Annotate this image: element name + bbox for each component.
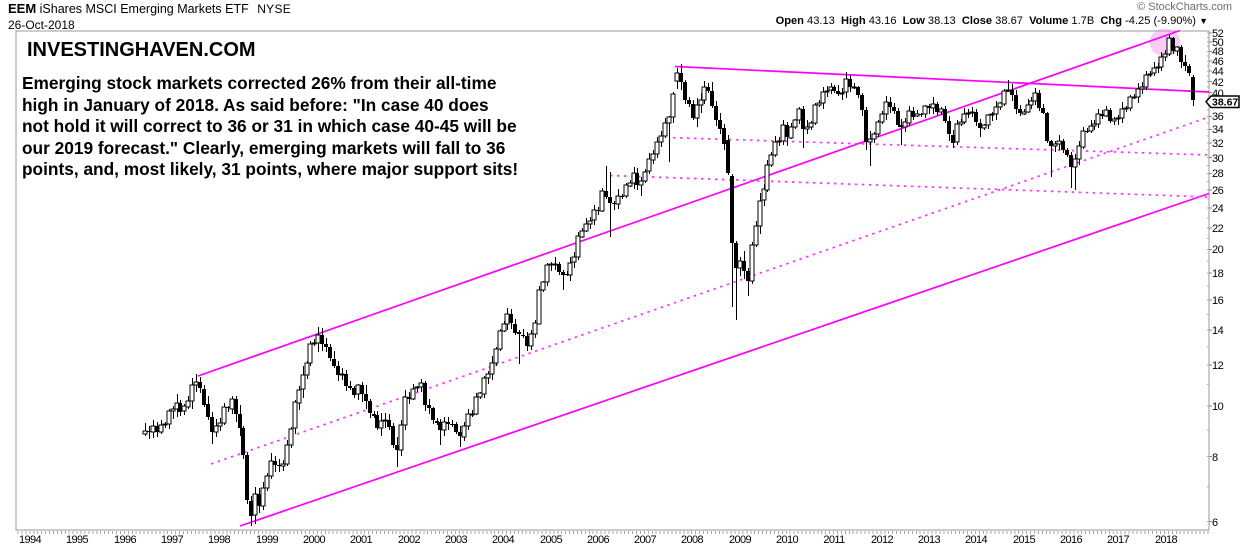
svg-text:2003: 2003 (445, 534, 468, 546)
svg-text:34: 34 (1212, 124, 1224, 136)
svg-text:20: 20 (1212, 244, 1224, 256)
svg-text:1997: 1997 (161, 534, 184, 546)
svg-text:16: 16 (1212, 295, 1224, 307)
svg-text:2017: 2017 (1107, 534, 1130, 546)
svg-text:24: 24 (1212, 203, 1224, 215)
svg-text:44: 44 (1212, 66, 1224, 78)
svg-text:2006: 2006 (587, 534, 610, 546)
svg-text:14: 14 (1212, 325, 1224, 337)
svg-text:10: 10 (1212, 401, 1224, 413)
svg-text:12: 12 (1212, 360, 1224, 372)
svg-text:2012: 2012 (871, 534, 894, 546)
svg-text:28: 28 (1212, 168, 1224, 180)
svg-text:36: 36 (1212, 111, 1224, 123)
svg-text:1996: 1996 (114, 534, 137, 546)
svg-text:22: 22 (1212, 223, 1224, 235)
svg-text:2009: 2009 (729, 534, 752, 546)
svg-text:32: 32 (1212, 138, 1224, 150)
svg-text:2011: 2011 (823, 534, 845, 546)
svg-text:1995: 1995 (66, 534, 89, 546)
svg-text:1994: 1994 (19, 534, 42, 546)
svg-text:2008: 2008 (681, 534, 704, 546)
svg-text:26: 26 (1212, 185, 1224, 197)
svg-text:2013: 2013 (918, 534, 941, 546)
svg-text:2007: 2007 (634, 534, 657, 546)
svg-text:2005: 2005 (540, 534, 563, 546)
svg-text:2015: 2015 (1013, 534, 1036, 546)
svg-text:18: 18 (1212, 268, 1224, 280)
svg-text:2000: 2000 (303, 534, 326, 546)
svg-text:2018: 2018 (1155, 534, 1178, 546)
svg-text:2010: 2010 (776, 534, 799, 546)
svg-text:1999: 1999 (256, 534, 279, 546)
svg-text:2002: 2002 (398, 534, 421, 546)
svg-text:2016: 2016 (1060, 534, 1083, 546)
svg-text:52: 52 (1212, 28, 1224, 40)
svg-text:50: 50 (1212, 37, 1224, 49)
svg-text:48: 48 (1212, 46, 1224, 58)
svg-text:8: 8 (1212, 452, 1218, 464)
svg-text:6: 6 (1212, 517, 1218, 529)
svg-text:42: 42 (1212, 77, 1224, 89)
svg-text:46: 46 (1212, 56, 1224, 68)
svg-text:1998: 1998 (208, 534, 231, 546)
svg-text:2004: 2004 (492, 534, 515, 546)
svg-text:30: 30 (1212, 153, 1224, 165)
svg-text:2014: 2014 (965, 534, 988, 546)
svg-text:2001: 2001 (350, 534, 373, 546)
svg-text:38.67: 38.67 (1212, 96, 1238, 108)
